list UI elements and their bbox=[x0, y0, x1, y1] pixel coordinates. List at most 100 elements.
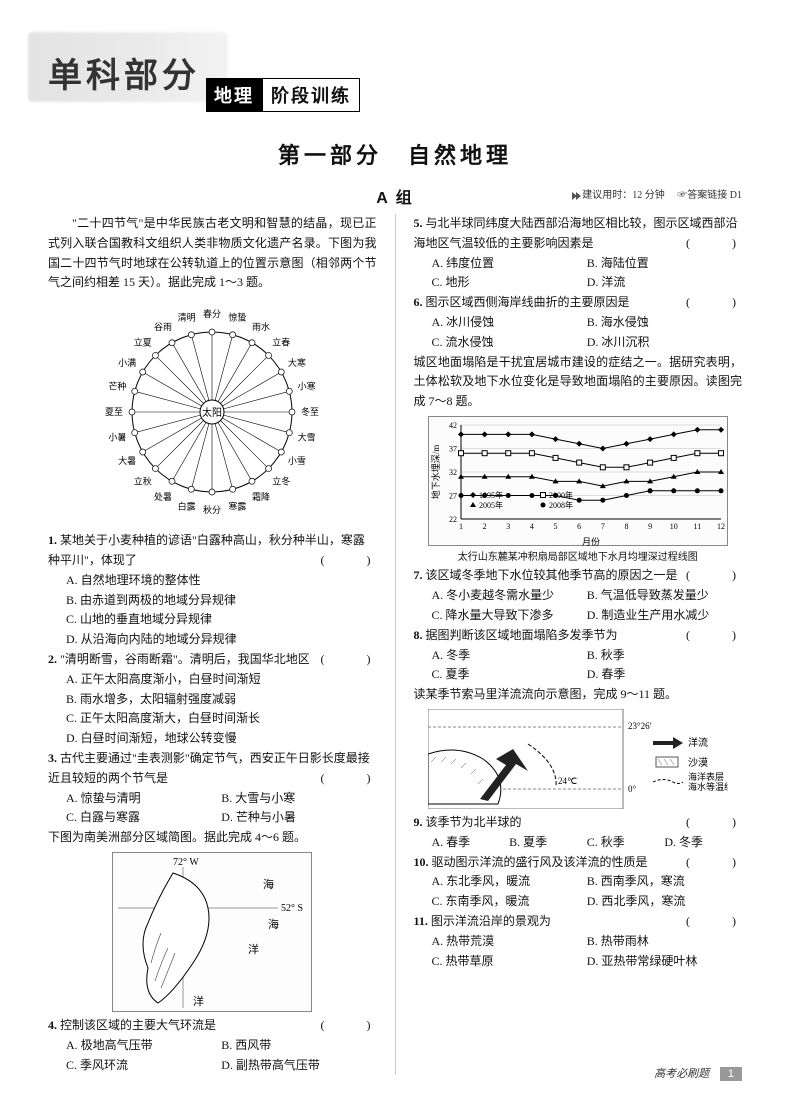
q7: 7. 该区域冬季地下水位较其他季节高的原因之一是 ( ) A. 冬小麦越冬需水量… bbox=[414, 566, 743, 625]
q11-D: D. 亚热带常绿硬叶林 bbox=[587, 952, 742, 972]
chart-caption: 太行山东麓某冲积扇局部区域地下水月均埋深过程线图 bbox=[414, 550, 743, 567]
svg-text:秋分: 秋分 bbox=[203, 504, 221, 515]
header-main-title: 单科部分 bbox=[48, 40, 742, 97]
q6-B: B. 海水侵蚀 bbox=[587, 313, 742, 333]
q-number: 8. bbox=[414, 628, 423, 642]
svg-text:小暑: 小暑 bbox=[109, 433, 127, 443]
svg-text:清明: 清明 bbox=[178, 312, 196, 323]
q-number: 10. bbox=[414, 855, 429, 869]
q3-C: C. 白露与寒露 bbox=[66, 808, 221, 828]
q3-A: A. 惊蛰与清明 bbox=[66, 789, 221, 809]
svg-text:立夏: 立夏 bbox=[134, 337, 152, 348]
svg-text:27: 27 bbox=[449, 491, 457, 500]
q11-B: B. 热带雨林 bbox=[587, 932, 742, 952]
sub-subject: 地理 bbox=[206, 78, 262, 112]
intro-9-11: 读某季节索马里洋流流向示意图，完成 9～11 题。 bbox=[414, 685, 743, 705]
q-number: 11. bbox=[414, 914, 428, 928]
svg-text:2008年: 2008年 bbox=[549, 500, 573, 510]
answer-paren: ( ) bbox=[686, 912, 742, 932]
tri-icon bbox=[576, 192, 581, 200]
svg-text:小满: 小满 bbox=[118, 358, 136, 368]
answer-paren: ( ) bbox=[686, 293, 742, 313]
q6-C: C. 流水侵蚀 bbox=[432, 333, 587, 353]
q4-stem: 控制该区域的主要大气环流是 bbox=[60, 1018, 216, 1032]
svg-text:6: 6 bbox=[577, 522, 581, 531]
q4-D: D. 副热带高气压带 bbox=[221, 1056, 376, 1076]
answer-paren: ( ) bbox=[321, 1016, 377, 1036]
svg-text:12: 12 bbox=[717, 522, 725, 531]
q-number: 7. bbox=[414, 568, 423, 582]
svg-text:海: 海 bbox=[268, 917, 279, 931]
answer-paren: ( ) bbox=[686, 853, 742, 873]
svg-text:冬至: 冬至 bbox=[301, 406, 319, 417]
q8-stem: 据图判断该区域地面塌陷多发季节为 bbox=[426, 628, 618, 642]
q2-A: A. 正午太阳高度渐小，白昼时间渐短 bbox=[66, 670, 377, 690]
q4-C: C. 季风环流 bbox=[66, 1056, 221, 1076]
q5-C: C. 地形 bbox=[432, 273, 587, 293]
intro-7-8: 城区地面塌陷是干扰宜居城市建设的症结之一。据研究表明，土体松软及地下水位变化是导… bbox=[414, 353, 743, 412]
svg-text:7: 7 bbox=[601, 522, 605, 531]
q5-A: A. 纬度位置 bbox=[432, 254, 587, 274]
svg-text:夏至: 夏至 bbox=[105, 407, 123, 417]
svg-text:2000年: 2000年 bbox=[549, 490, 573, 500]
svg-text:大暑: 大暑 bbox=[118, 455, 136, 466]
svg-text:海: 海 bbox=[263, 877, 274, 891]
q-number: 9. bbox=[414, 815, 423, 829]
groundwater-chart: 2227323742123456789101112月份地下水埋深/m1995年2… bbox=[428, 416, 728, 546]
q7-B: B. 气温低导致蒸发量少 bbox=[587, 586, 742, 606]
q2-C: C. 正午太阳高度渐大，白昼时间渐长 bbox=[66, 709, 377, 729]
group-row: A 组 建议用时：12 分钟 ☞答案链接 D1 bbox=[48, 184, 742, 208]
svg-text:立冬: 立冬 bbox=[273, 475, 291, 486]
page-header: 单科部分 地理 阶段训练 bbox=[48, 40, 742, 120]
q1-A: A. 自然地理环境的整体性 bbox=[66, 571, 377, 591]
q8-A: A. 冬季 bbox=[432, 646, 587, 666]
svg-text:小寒: 小寒 bbox=[298, 381, 316, 392]
q5-B: B. 海陆位置 bbox=[587, 254, 742, 274]
q1-D: D. 从沿海向内陆的地域分异规律 bbox=[66, 630, 377, 650]
solar-terms-diagram: 太阳 春分惊蛰雨水立春大寒小寒冬至大雪小雪立冬霜降寒露秋分白露处暑立秋大暑小暑夏… bbox=[97, 297, 327, 527]
q10-C: C. 东南季风，暖流 bbox=[432, 892, 587, 912]
q3-D: D. 芒种与小暑 bbox=[221, 808, 376, 828]
page-number: 1 bbox=[720, 1067, 742, 1081]
content: "二十四节气"是中华民族古老文明和智慧的结晶，现已正式列入联合国教科文组织人类非… bbox=[48, 214, 742, 1075]
answer-paren: ( ) bbox=[686, 234, 742, 254]
q11-A: A. 热带荒漠 bbox=[432, 932, 587, 952]
meta-answer: ☞答案链接 D1 bbox=[677, 190, 742, 201]
header-subtitle: 地理 阶段训练 bbox=[206, 78, 360, 112]
q11-stem: 图示洋流沿岸的景观为 bbox=[431, 914, 551, 928]
q2-B: B. 雨水增多，太阳辐射强度减弱 bbox=[66, 690, 377, 710]
q8-C: C. 夏季 bbox=[432, 665, 587, 685]
svg-text:处暑: 处暑 bbox=[154, 491, 172, 502]
svg-text:海水等温线: 海水等温线 bbox=[688, 781, 728, 792]
q6: 6. 图示区域西侧海岸线曲折的主要原因是 ( ) A. 冰川侵蚀 B. 海水侵蚀… bbox=[414, 293, 743, 352]
svg-text:沙漠: 沙漠 bbox=[688, 757, 708, 769]
q4-B: B. 西风带 bbox=[221, 1036, 376, 1056]
left-column: "二十四节气"是中华民族古老文明和智慧的结晶，现已正式列入联合国教科文组织人类非… bbox=[48, 214, 377, 1075]
answer-paren: ( ) bbox=[321, 551, 377, 571]
answer-paren: ( ) bbox=[321, 769, 377, 789]
q9-B: B. 夏季 bbox=[509, 833, 587, 853]
q7-C: C. 降水量大导致下渗多 bbox=[432, 606, 587, 626]
q11-C: C. 热带草原 bbox=[432, 952, 587, 972]
q3-B: B. 大雪与小寒 bbox=[221, 789, 376, 809]
answer-paren: ( ) bbox=[321, 650, 377, 670]
svg-text:9: 9 bbox=[648, 522, 652, 531]
answer-paren: ( ) bbox=[686, 566, 742, 586]
svg-text:洋: 洋 bbox=[193, 994, 204, 1008]
q6-A: A. 冰川侵蚀 bbox=[432, 313, 587, 333]
group-meta: 建议用时：12 分钟 ☞答案链接 D1 bbox=[572, 186, 742, 201]
svg-text:大雪: 大雪 bbox=[298, 432, 316, 443]
q9-stem: 该季节为北半球的 bbox=[426, 815, 522, 829]
svg-text:地下水埋深/m: 地下水埋深/m bbox=[430, 445, 441, 500]
svg-text:42: 42 bbox=[449, 421, 457, 430]
q7-A: A. 冬小麦越冬需水量少 bbox=[432, 586, 587, 606]
svg-text:32: 32 bbox=[449, 468, 457, 477]
svg-text:立秋: 立秋 bbox=[134, 475, 152, 486]
svg-text:0°: 0° bbox=[628, 784, 637, 794]
q2: 2. "清明断雪，谷雨断霜"。清明后，我国华北地区 ( ) A. 正午太阳高度渐… bbox=[48, 650, 377, 749]
svg-text:4: 4 bbox=[530, 522, 534, 531]
svg-text:霜降: 霜降 bbox=[252, 491, 270, 502]
q5-D: D. 洋流 bbox=[587, 273, 742, 293]
svg-text:23°26': 23°26' bbox=[628, 721, 652, 731]
svg-text:24℃: 24℃ bbox=[558, 776, 577, 786]
